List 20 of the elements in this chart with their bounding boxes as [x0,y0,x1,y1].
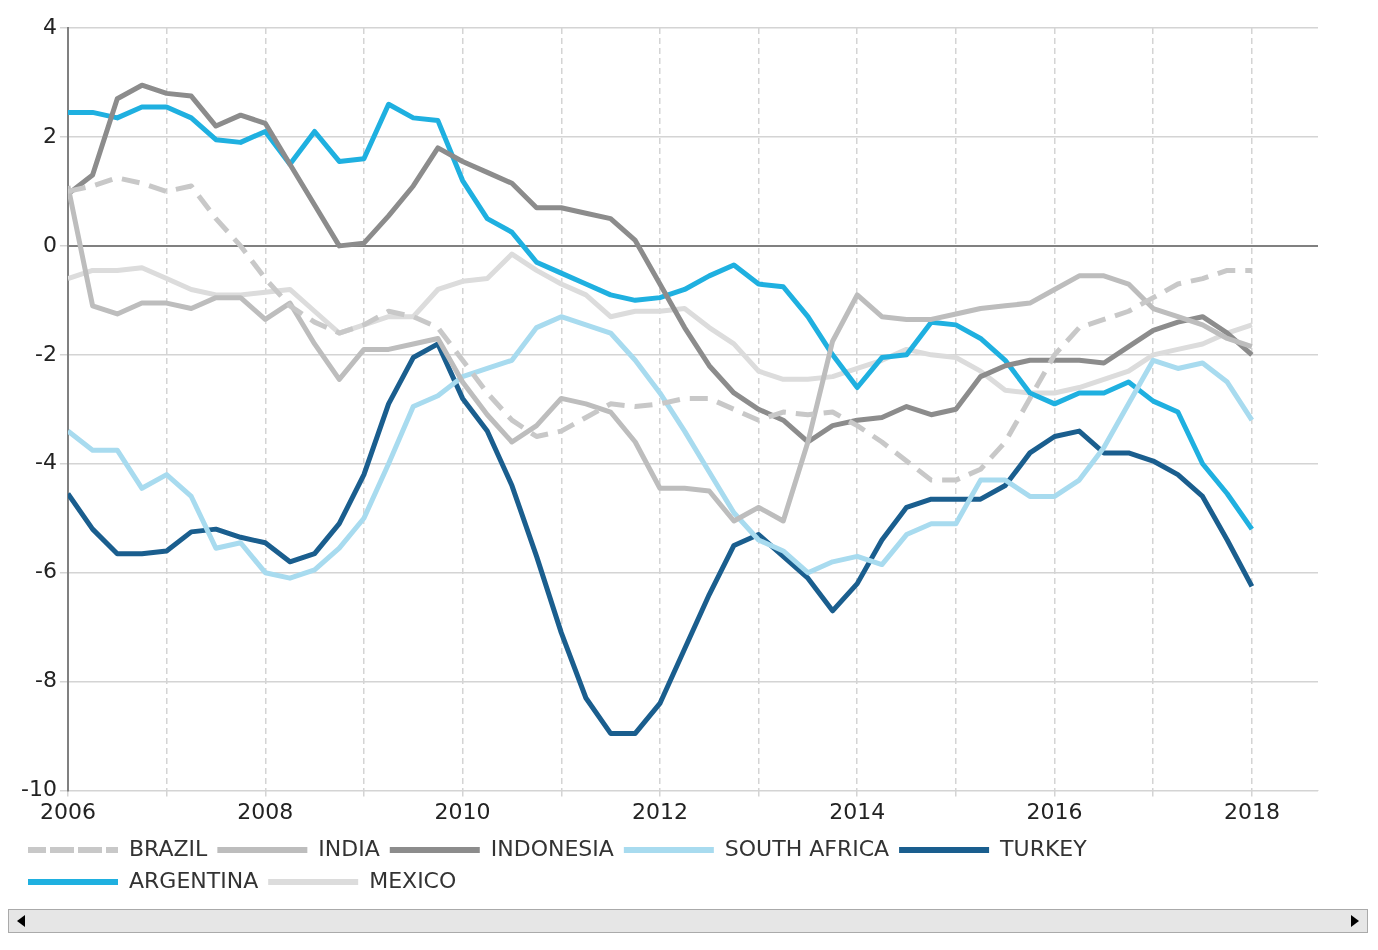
y-tick-label: 4 [42,13,57,39]
legend-label: MEXICO [369,867,457,893]
y-tick-label: 2 [42,122,57,148]
y-tick-label: 0 [42,231,57,257]
x-tick-label: 2010 [434,798,491,824]
x-tick-label: 2016 [1026,798,1083,824]
legend-label: INDIA [318,835,380,861]
x-tick-label: 2014 [829,798,886,824]
y-tick-label: -6 [35,558,57,584]
legend-label: ARGENTINA [129,867,259,893]
x-tick-label: 2012 [631,798,688,824]
legend-label: BRAZIL [129,835,209,861]
x-tick-label: 2008 [237,798,294,824]
legend-label: TURKEY [999,835,1088,861]
y-tick-label: -4 [35,449,57,475]
y-tick-label: -2 [35,340,57,366]
x-tick-label: 2018 [1223,798,1280,824]
legend-label: INDONESIA [490,835,614,861]
y-tick-label: -8 [35,667,57,693]
legend-label: SOUTH AFRICA [724,835,890,861]
